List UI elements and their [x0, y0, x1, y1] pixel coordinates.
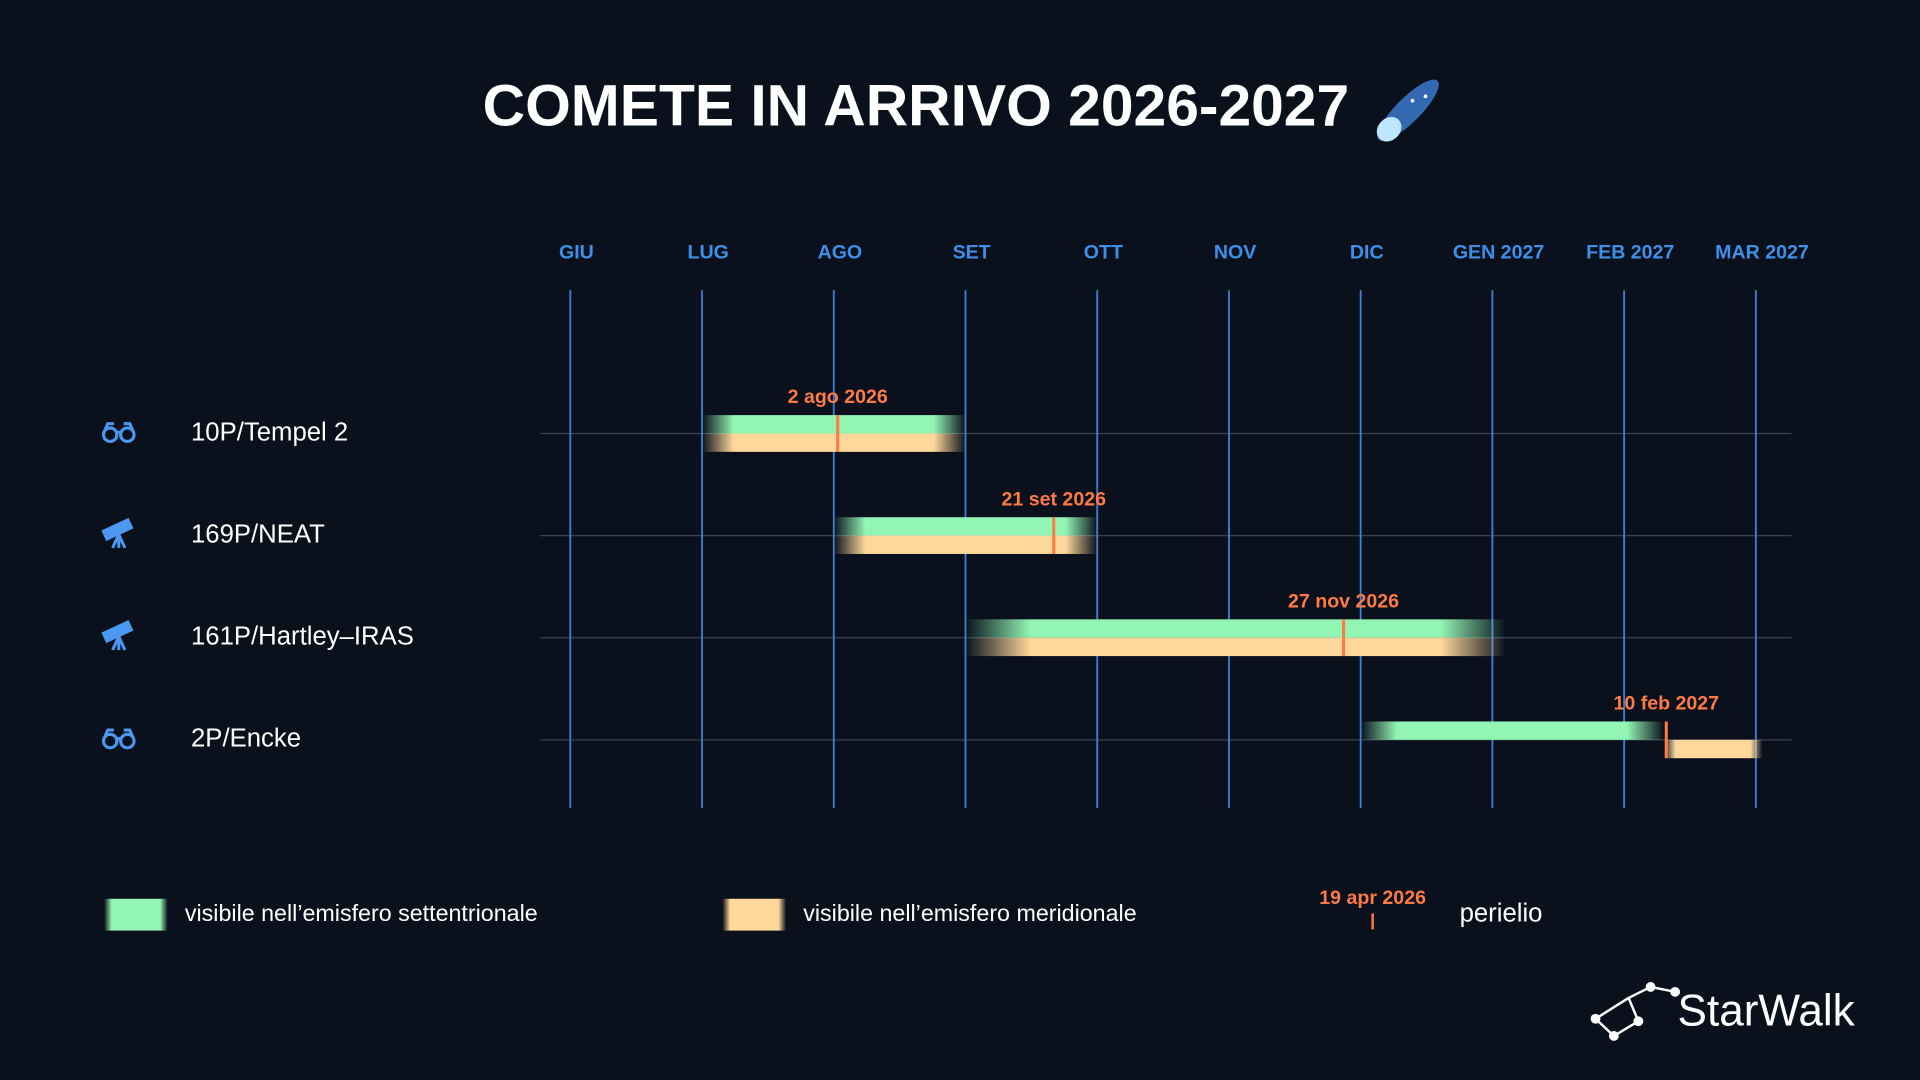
visibility-bar — [702, 415, 966, 434]
legend-sample: 19 apr 2026 — [1319, 887, 1426, 909]
comet-name: 161P/Hartley–IRAS — [191, 623, 414, 651]
x-tick-label: OTT — [1084, 242, 1123, 264]
logo-mark — [1590, 982, 1680, 1041]
legend-label: visibile nell’emisfero meridionale — [803, 900, 1136, 926]
comet-icon — [1376, 79, 1439, 142]
comet-name: 2P/Encke — [191, 725, 301, 753]
perihelion-label: 2 ago 2026 — [788, 386, 888, 408]
binoculars-icon — [101, 728, 136, 750]
x-tick-label: FEB 2027 — [1586, 242, 1674, 264]
x-tick-label: MAR 2027 — [1715, 242, 1809, 264]
telescope-icon — [101, 517, 134, 549]
visibility-bar — [1663, 739, 1763, 759]
logo-text: StarWalk — [1678, 987, 1856, 1036]
chart-title: COMETE IN ARRIVO 2026-2027 — [483, 74, 1350, 139]
x-tick-label: DIC — [1350, 242, 1384, 264]
legend-swatch — [104, 898, 168, 931]
x-tick-label: GIU — [559, 242, 594, 264]
visibility-bar — [833, 535, 1098, 554]
x-tick-label: GEN 2027 — [1453, 242, 1545, 264]
perihelion-label: 10 feb 2027 — [1613, 692, 1719, 714]
perihelion-label: 21 set 2026 — [1001, 488, 1106, 510]
comet-name: 10P/Tempel 2 — [191, 418, 348, 446]
comet-name: 169P/NEAT — [191, 520, 325, 548]
x-tick-label: SET — [953, 242, 991, 264]
perihelion-label: 27 nov 2026 — [1288, 590, 1399, 612]
telescope-icon — [101, 619, 134, 651]
binoculars-icon — [101, 422, 136, 443]
visibility-bar — [965, 619, 1506, 638]
visibility-bar — [1360, 721, 1664, 740]
x-tick-label: NOV — [1214, 242, 1256, 264]
legend-swatch — [722, 898, 787, 931]
legend-label: perielio — [1460, 899, 1543, 927]
visibility-bar — [702, 433, 966, 452]
visibility-bar — [965, 637, 1506, 657]
x-tick-label: AGO — [818, 242, 863, 264]
x-tick-label: LUG — [687, 242, 728, 264]
visibility-bar — [833, 517, 1098, 536]
legend-label: visibile nell’emisfero settentrionale — [185, 900, 538, 926]
